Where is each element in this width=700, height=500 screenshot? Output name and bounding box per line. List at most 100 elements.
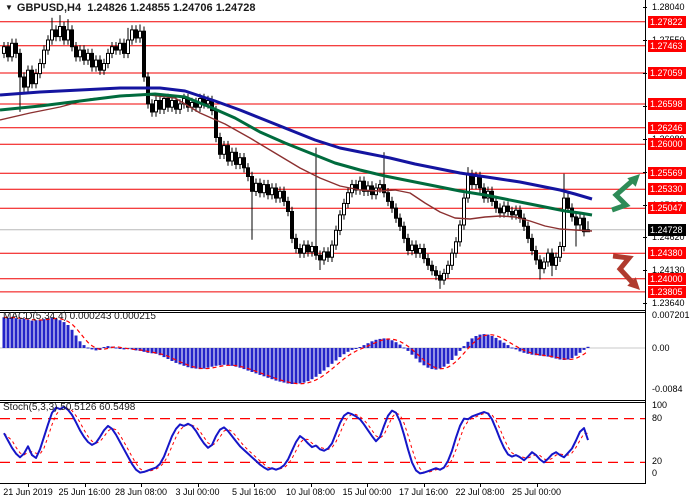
macd-bar bbox=[470, 338, 474, 348]
macd-bar bbox=[118, 348, 122, 349]
macd-bar bbox=[478, 334, 482, 348]
candle-body bbox=[310, 246, 314, 253]
candle-body bbox=[422, 248, 426, 260]
macd-bar bbox=[186, 348, 190, 368]
macd-bar bbox=[66, 325, 70, 348]
macd-bar bbox=[358, 347, 362, 348]
candlestick-series bbox=[2, 15, 590, 289]
candle-body bbox=[294, 237, 298, 249]
candle-body bbox=[318, 254, 322, 261]
macd-bar bbox=[238, 348, 242, 368]
macd-bar bbox=[562, 348, 566, 360]
time-axis-tickmark bbox=[423, 484, 425, 487]
candle-body bbox=[442, 272, 446, 281]
price-level-badge: 1.24380 bbox=[648, 247, 686, 260]
axis-tickmark bbox=[643, 303, 647, 304]
macd-bar bbox=[246, 348, 250, 371]
candle-body bbox=[86, 52, 90, 61]
macd-bar bbox=[310, 348, 314, 380]
macd-indicator-label: MACD(5,34,4) 0.000243 0.000215 bbox=[3, 311, 156, 322]
candle-body bbox=[514, 209, 518, 216]
macd-bar bbox=[90, 348, 94, 350]
price-level-badge: 1.25569 bbox=[648, 167, 686, 180]
macd-bar bbox=[30, 320, 34, 348]
macd-bar bbox=[62, 322, 66, 348]
level-lines bbox=[0, 21, 646, 293]
candle-body bbox=[414, 244, 418, 254]
macd-bar bbox=[70, 329, 74, 348]
macd-bar bbox=[38, 319, 42, 348]
candle-body bbox=[438, 274, 442, 281]
macd-bar bbox=[306, 348, 310, 382]
candle-body bbox=[158, 100, 162, 110]
macd-bar bbox=[390, 340, 394, 348]
candle-body bbox=[66, 29, 70, 41]
candle-body bbox=[22, 76, 26, 88]
macd-bar bbox=[362, 345, 366, 348]
macd-bar bbox=[514, 348, 518, 350]
macd-bar bbox=[374, 339, 378, 348]
macd-bar bbox=[434, 348, 438, 370]
time-axis-tickmark bbox=[310, 484, 312, 487]
candle-body bbox=[558, 246, 562, 258]
candle-body bbox=[218, 137, 222, 155]
candle-body bbox=[410, 244, 414, 252]
macd-bar bbox=[446, 348, 450, 364]
macd-bar bbox=[206, 348, 210, 368]
candle-body bbox=[114, 46, 118, 51]
symbol-label: GBPUSD,H4 bbox=[16, 2, 82, 14]
sell-signal-arrow bbox=[612, 253, 640, 290]
macd-bar bbox=[222, 348, 226, 365]
macd-bar bbox=[170, 348, 174, 361]
macd-bar bbox=[462, 346, 466, 348]
macd-bar bbox=[226, 348, 230, 366]
ohlc-values: 1.24826 1.24855 1.24706 1.24728 bbox=[87, 2, 256, 14]
candle-body bbox=[510, 211, 514, 216]
candle-body bbox=[550, 252, 554, 266]
macd-bar bbox=[158, 348, 162, 356]
macd-bar bbox=[502, 342, 506, 348]
macd-bar bbox=[290, 348, 294, 384]
macd-bar bbox=[78, 341, 82, 348]
macd-bar bbox=[274, 348, 278, 381]
candle-body bbox=[90, 52, 94, 68]
macd-bar bbox=[182, 348, 186, 366]
macd-bar bbox=[346, 348, 350, 352]
price-level-badge: 1.23805 bbox=[648, 285, 686, 298]
stoch-axis-label: 80 bbox=[652, 413, 663, 423]
macd-bar bbox=[442, 348, 446, 367]
candle-body bbox=[402, 225, 406, 239]
candle-body bbox=[234, 151, 238, 165]
macd-bar bbox=[538, 348, 542, 356]
macd-bar bbox=[314, 348, 318, 377]
macd-bar bbox=[278, 348, 282, 382]
candle-body bbox=[546, 252, 550, 263]
macd-bar bbox=[570, 348, 574, 359]
macd-bar bbox=[190, 348, 194, 369]
axis-tickmark bbox=[643, 205, 647, 206]
macd-bar bbox=[350, 348, 354, 350]
macd-bar bbox=[330, 348, 334, 364]
chart-canvas[interactable] bbox=[0, 0, 646, 484]
macd-bar bbox=[370, 341, 374, 348]
price-level-badge: 1.25047 bbox=[648, 202, 686, 215]
macd-bar bbox=[558, 348, 562, 360]
time-axis-label: 21 Jun 2019 bbox=[3, 487, 53, 497]
macd-bar bbox=[466, 341, 470, 348]
time-axis-tickmark bbox=[367, 484, 368, 487]
price-tick-label: 1.28040 bbox=[652, 2, 685, 12]
candle-body bbox=[170, 100, 174, 108]
candle-body bbox=[466, 174, 470, 199]
candle-body bbox=[134, 29, 138, 39]
time-axis-tickmark bbox=[254, 484, 255, 487]
candle-body bbox=[242, 157, 246, 169]
ma-medium-line bbox=[0, 92, 593, 217]
macd-bar bbox=[166, 348, 170, 359]
candle-body bbox=[50, 29, 54, 41]
candle-body bbox=[290, 211, 294, 239]
macd-bar bbox=[134, 348, 138, 351]
candle-body bbox=[26, 69, 30, 88]
macd-bar bbox=[582, 348, 586, 350]
candle-body bbox=[18, 52, 22, 78]
